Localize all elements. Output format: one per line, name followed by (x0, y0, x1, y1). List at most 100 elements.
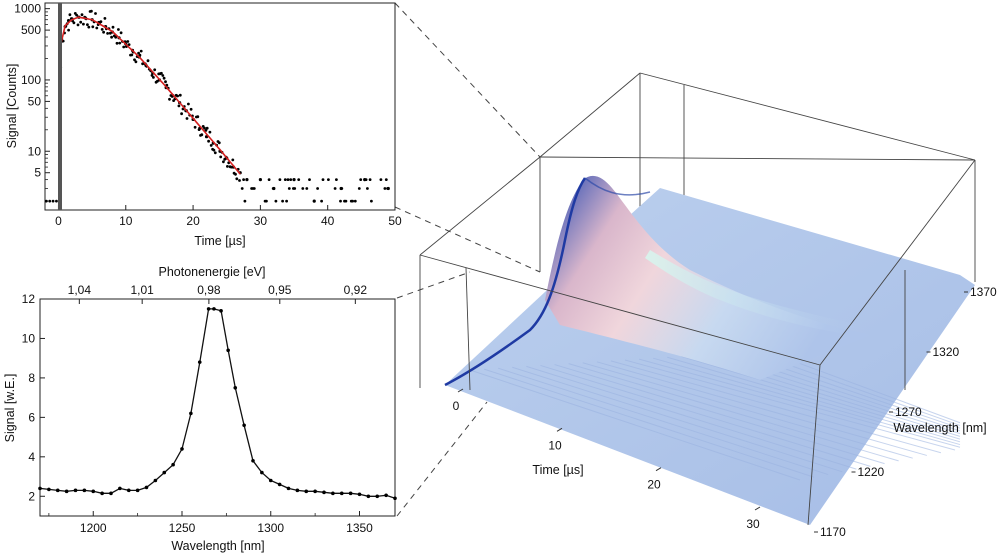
decay-noise-point (222, 160, 225, 164)
surface-xtick (655, 467, 662, 472)
decay-noise-point (301, 187, 305, 190)
decay-xtick-label: 50 (388, 214, 402, 228)
spectrum-xtick-label: 1300 (257, 521, 284, 535)
decay-noise-point (94, 12, 97, 15)
decay-point (292, 178, 296, 182)
decay-noise-point (91, 25, 95, 29)
decay-ytick-label: 50 (28, 94, 42, 108)
spectrum-point (91, 489, 96, 494)
spectrum-ylabel: Signal [w.E.] (3, 374, 17, 443)
decay-noise-point (243, 199, 247, 203)
spectrum-x2tick-label: 0,95 (268, 283, 292, 297)
decay-noise-point (68, 13, 72, 17)
decay-noise-point (75, 13, 78, 17)
decay-noise-point (297, 178, 301, 182)
surface-streak (483, 368, 815, 478)
decay-noise-point (161, 74, 165, 77)
decay-ytick-label: 100 (21, 73, 41, 87)
decay-noise-point (90, 9, 93, 13)
decay-noise-point (287, 187, 291, 190)
decay-noise-point (103, 17, 107, 20)
surface-peak (545, 175, 870, 380)
decay-noise-point (321, 178, 325, 182)
decay-point (386, 186, 390, 191)
surface-streak (681, 355, 961, 440)
surface-streak (653, 357, 961, 446)
spectrum-ytick-label: 4 (28, 450, 35, 464)
spectrum-point (375, 494, 380, 499)
spectrum-point (304, 489, 309, 494)
decay-noise-point (122, 45, 126, 49)
spectrum-point (219, 309, 223, 313)
spectrum-point (55, 488, 60, 493)
spectrum-point (260, 470, 264, 475)
decay-noise-point (82, 22, 85, 26)
decay-noise-point (207, 139, 211, 143)
decay-noise-point (111, 25, 115, 29)
decay-noise-point (117, 28, 120, 31)
decay-noise-point (283, 178, 287, 182)
decay-noise-point (152, 76, 155, 79)
decay-points (44, 9, 390, 203)
surface-ylabel: Wavelength [nm] (893, 421, 986, 435)
decay-noise-point (193, 125, 197, 129)
decay-noise-point (95, 26, 99, 30)
decay-noise-point (80, 13, 84, 17)
surface-leading-edge (444, 177, 587, 387)
spectrum-point (38, 486, 42, 491)
spectrum-xtick-label: 1350 (346, 521, 373, 535)
surface-streak (540, 364, 871, 467)
surface-xtick (754, 506, 761, 511)
decay-noise-point (178, 93, 182, 97)
decay-plot: 0 10 20 30 40 50 5 10 50 100 500 1000 Time [µs] Sig… (5, 2, 402, 248)
decay-noise-point (67, 28, 70, 32)
spectrum-xtick-label: 1250 (169, 521, 196, 535)
spectrum-line (39, 308, 396, 499)
surface-streak (596, 361, 927, 456)
decay-noise-point (176, 94, 180, 98)
spectrum-point (180, 447, 184, 451)
spectrum-x2tick-label: 0,92 (344, 283, 368, 297)
decay-noise-point (76, 23, 80, 27)
decay-noise-point (235, 177, 239, 181)
decay-noise-point (127, 43, 131, 46)
decay-noise-point (48, 199, 52, 203)
decay-point (312, 199, 316, 203)
decay-noise-point (187, 102, 190, 106)
surface-box-back (539, 72, 976, 272)
surface-box-front (419, 156, 976, 526)
decay-ytick-label: 1000 (14, 2, 41, 16)
spectrum-point (366, 494, 371, 499)
decay-noise-point (351, 199, 354, 203)
spectrum-point (322, 490, 326, 495)
decay-xtick-label: 40 (321, 214, 335, 228)
spectrum-point (126, 488, 131, 493)
decay-noise-point (209, 144, 213, 147)
decay-noise-point (231, 158, 235, 162)
decay-noise-point (115, 41, 119, 45)
spectrum-point (171, 462, 175, 467)
decay-xtick-label: 20 (186, 214, 200, 228)
decay-noise-point (320, 199, 323, 203)
spectrum-x2label: Photonenergie [eV] (158, 265, 265, 279)
surface-ticks: 0 10 20 30 1170 1220 1270 1320 1370 (453, 285, 997, 539)
spectrum-point (189, 411, 193, 416)
decay-noise-point (203, 126, 206, 130)
decay-ytick-label: 10 (28, 144, 42, 158)
decay-point (339, 186, 343, 191)
decay-noise-point (55, 199, 58, 203)
decay-noise-point (252, 187, 256, 190)
surface-plot: 0 10 20 30 1170 1220 1270 1320 1370 Time [µs] Wa… (419, 72, 997, 539)
surface-ridge (645, 250, 860, 333)
decay-noise-point (238, 179, 241, 182)
surface-xtick-label: 10 (548, 438, 562, 452)
decay-noise-point (153, 68, 157, 72)
decay-point (258, 178, 262, 182)
decay-noise-point (384, 178, 388, 182)
decay-noise-point (226, 165, 229, 168)
decay-noise-point (72, 21, 76, 25)
spectrum-points (38, 307, 397, 501)
spectrum-xlabel: Wavelength [nm] (171, 539, 264, 553)
spectrum-ytick-label: 10 (22, 331, 36, 345)
spectrum-x2tick-label: 1,04 (68, 283, 92, 297)
